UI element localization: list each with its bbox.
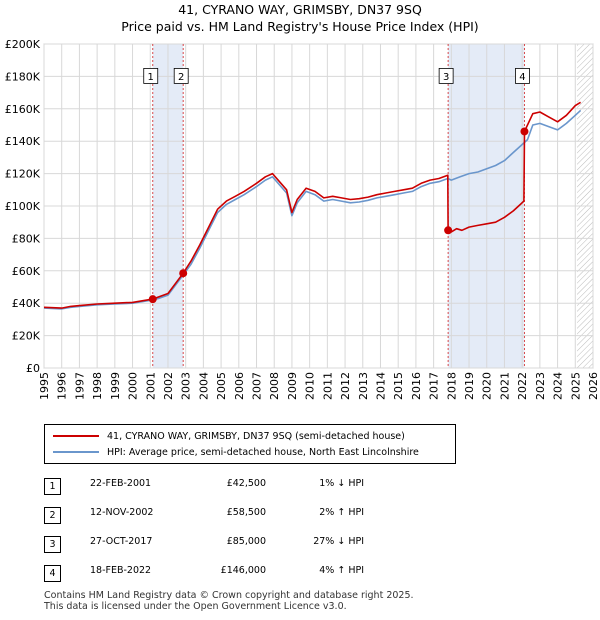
sale-row: 4 18-FEB-2022 £146,000 4% ↑ HPI [44,557,544,586]
x-tick-label: 2002 [162,372,175,400]
sale-point [444,226,453,235]
sale-point [179,269,188,278]
x-tick-label: 2018 [445,372,458,400]
y-tick-label: £40K [12,297,41,310]
price-chart: £0 £20K £40K £60K £80K £100K £120K £140K £160K £1… [5,38,600,400]
x-tick-label: 2021 [498,372,511,400]
x-tick-label: 1997 [73,372,86,400]
y-tick-label: £0 [26,362,40,375]
y-tick-label: £180K [5,70,41,83]
sale-hpi-diff: 1% ↓ HPI [319,478,364,489]
x-tick-label: 2024 [552,372,565,400]
chart-subtitle: Price paid vs. HM Land Registry's House … [121,19,479,34]
x-tick-label: 2009 [286,372,299,400]
y-tick-label: £120K [5,168,41,181]
legend-swatch-hpi [53,451,99,453]
x-tick-label: 2019 [463,372,476,400]
x-tick-label: 1998 [91,372,104,400]
sale-price: £58,500 [226,507,266,518]
sale-price: £85,000 [226,536,266,547]
y-tick-label: £140K [5,135,41,148]
x-tick-label: 2026 [587,372,600,400]
footer: Contains HM Land Registry data © Crown c… [44,590,414,612]
y-tick-label: £20K [12,330,41,343]
sale-date: 12-NOV-2002 [90,507,154,518]
sale-marker-label: 2 [178,72,184,83]
x-tick-label: 2012 [339,372,352,400]
sale-row: 2 12-NOV-2002 £58,500 2% ↑ HPI [44,499,544,528]
x-tick-label: 2017 [428,372,441,400]
x-tick-label: 2016 [410,372,423,400]
y-tick-label: £80K [12,232,41,245]
sale-marker-box [438,68,454,84]
x-tick-label: 2023 [534,372,547,400]
sale-number-badge: 2 [44,507,61,524]
y-tick-label: £200K [5,38,41,51]
sale-marker-label: 1 [148,72,154,83]
sale-marker-box [143,68,159,84]
x-tick-label: 2025 [569,372,582,400]
sale-marker-label: 4 [519,72,525,83]
sale-row: 1 22-FEB-2001 £42,500 1% ↓ HPI [44,470,544,499]
y-tick-label: £60K [12,265,41,278]
footer-copyright: Contains HM Land Registry data © Crown c… [44,590,414,601]
x-tick-label: 2008 [268,372,281,400]
x-tick-label: 2006 [233,372,246,400]
sale-hpi-diff: 4% ↑ HPI [319,565,364,576]
legend-label-hpi: HPI: Average price, semi-detached house,… [107,446,419,458]
legend-item-property: 41, CYRANO WAY, GRIMSBY, DN37 9SQ (semi-… [53,429,405,443]
x-tick-label: 1995 [38,372,51,400]
sale-hpi-diff: 2% ↑ HPI [319,507,364,518]
sale-number-badge: 3 [44,536,61,553]
footer-licence: This data is licensed under the Open Gov… [44,601,347,612]
y-tick-label: £160K [5,103,41,116]
x-tick-label: 2000 [127,372,140,400]
sale-number-badge: 1 [44,478,61,495]
sales-table: 1 22-FEB-2001 £42,500 1% ↓ HPI 2 12-NOV-… [44,470,544,586]
x-tick-label: 2001 [144,372,157,400]
hpi-line [43,109,582,310]
legend-label-property: 41, CYRANO WAY, GRIMSBY, DN37 9SQ (semi-… [107,430,405,442]
sale-row: 3 27-OCT-2017 £85,000 27% ↓ HPI [44,528,544,557]
x-tick-label: 2004 [197,372,210,400]
x-tick-label: 2007 [251,372,264,400]
sale-point [148,295,157,304]
sale-date: 27-OCT-2017 [90,536,153,547]
x-tick-label: 2010 [304,372,317,400]
x-tick-label: 1999 [109,372,122,400]
sale-number-badge: 4 [44,565,61,582]
x-tick-label: 2005 [215,372,228,400]
legend-item-hpi: HPI: Average price, semi-detached house,… [53,445,419,459]
chart-title: 41, CYRANO WAY, GRIMSBY, DN37 9SQ [178,2,422,17]
x-tick-label: 2013 [357,372,370,400]
x-tick-label: 2022 [516,372,529,400]
x-tick-label: 2011 [321,372,334,400]
sale-price: £146,000 [220,565,266,576]
sale-hpi-diff: 27% ↓ HPI [313,536,364,547]
sale-marker-box [173,68,189,84]
sale-price: £42,500 [226,478,266,489]
x-tick-label: 2020 [481,372,494,400]
x-tick-label: 2015 [392,372,405,400]
sale-date: 18-FEB-2022 [90,565,152,576]
y-tick-label: £100K [5,200,41,213]
x-tick-label: 1996 [56,372,69,400]
x-tick-label: 2014 [374,372,387,400]
sale-marker-label: 3 [443,72,449,83]
legend: 41, CYRANO WAY, GRIMSBY, DN37 9SQ (semi-… [44,424,456,464]
sale-marker-box [515,68,530,84]
property-price-line [43,101,582,309]
legend-swatch-property [53,435,99,437]
sale-point [520,127,529,136]
sale-date: 22-FEB-2001 [90,478,152,489]
x-tick-label: 2003 [180,372,193,400]
